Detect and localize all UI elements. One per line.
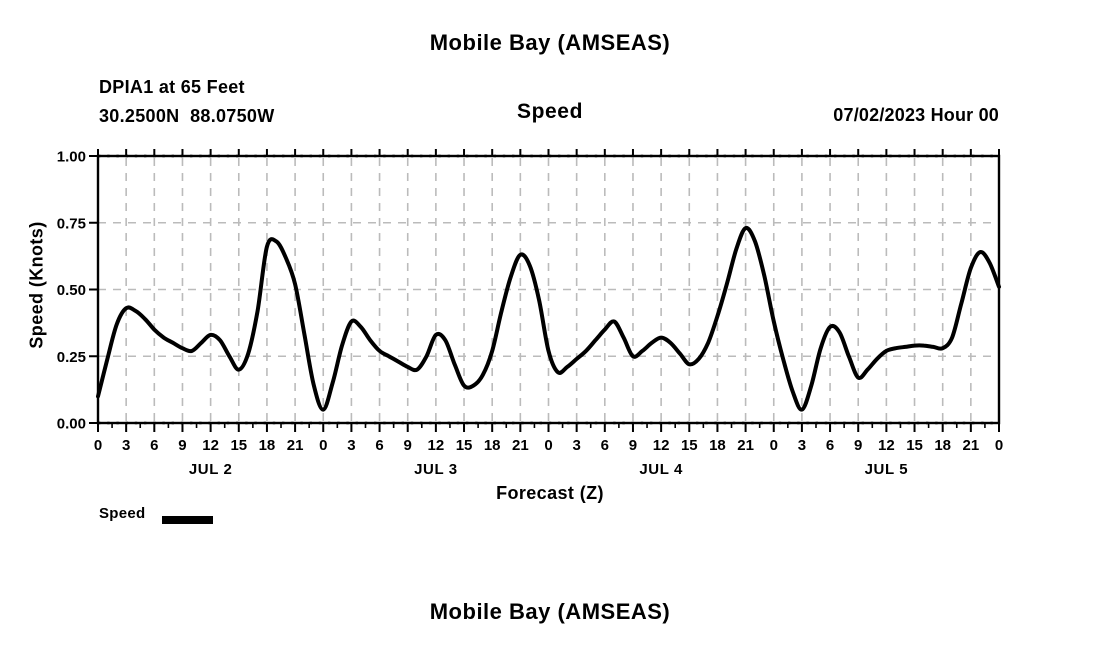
- svg-text:12: 12: [878, 437, 895, 454]
- svg-text:9: 9: [854, 437, 862, 454]
- svg-text:0.00: 0.00: [57, 416, 86, 433]
- svg-text:15: 15: [681, 437, 698, 454]
- legend-line-swatch: [162, 516, 213, 524]
- svg-text:JUL 3: JUL 3: [414, 461, 458, 478]
- svg-text:12: 12: [653, 437, 670, 454]
- svg-text:6: 6: [601, 437, 609, 454]
- day-labels: JUL 2 JUL 3 JUL 4 JUL 5: [189, 461, 908, 478]
- axis-ticks: [89, 149, 1000, 432]
- speed-curve: [96, 225, 1001, 412]
- svg-text:0: 0: [995, 437, 1003, 454]
- model-run-datetime: 07/02/2023 Hour 00: [833, 105, 999, 125]
- svg-text:JUL 5: JUL 5: [865, 461, 909, 478]
- svg-text:0: 0: [319, 437, 327, 454]
- svg-text:12: 12: [428, 437, 445, 454]
- vertical-gridlines: [125, 158, 972, 423]
- horizontal-gridlines: [98, 221, 999, 358]
- svg-text:9: 9: [178, 437, 186, 454]
- svg-text:3: 3: [798, 437, 806, 454]
- svg-text:6: 6: [375, 437, 383, 454]
- x-axis-title: Forecast (Z): [496, 483, 604, 503]
- svg-text:0: 0: [770, 437, 778, 454]
- svg-text:18: 18: [484, 437, 501, 454]
- svg-text:21: 21: [963, 437, 980, 454]
- svg-text:12: 12: [202, 437, 219, 454]
- svg-text:3: 3: [572, 437, 580, 454]
- next-chart-title: Mobile Bay (AMSEAS): [429, 599, 671, 624]
- svg-text:0: 0: [544, 437, 552, 454]
- station-label: DPIA1 at 65 Feet: [99, 77, 245, 97]
- svg-text:3: 3: [122, 437, 130, 454]
- svg-text:6: 6: [826, 437, 834, 454]
- svg-text:21: 21: [512, 437, 529, 454]
- legend-label: Speed: [99, 505, 146, 522]
- svg-text:JUL 4: JUL 4: [639, 461, 683, 478]
- variable-title: Speed: [516, 100, 584, 123]
- svg-text:18: 18: [709, 437, 726, 454]
- svg-text:0.75: 0.75: [57, 215, 86, 232]
- svg-text:21: 21: [287, 437, 304, 454]
- svg-text:15: 15: [456, 437, 473, 454]
- svg-text:18: 18: [259, 437, 276, 454]
- svg-text:1.00: 1.00: [57, 149, 86, 166]
- svg-text:0.25: 0.25: [57, 349, 86, 366]
- y-tick-labels: 0.00 0.25 0.50 0.75 1.00: [57, 149, 86, 433]
- svg-text:9: 9: [629, 437, 637, 454]
- svg-text:6: 6: [150, 437, 158, 454]
- svg-text:18: 18: [934, 437, 951, 454]
- svg-text:21: 21: [737, 437, 754, 454]
- x-tick-labels: 0 3 6 9 12 15 18 21 0 3 6 9 12 15 18 21 0 3 6 9 12 15 18 21 0 3 6 9…: [94, 437, 1003, 454]
- station-coordinates: 30.2500N 88.0750W: [99, 106, 275, 126]
- svg-text:3: 3: [347, 437, 355, 454]
- page-title: Mobile Bay (AMSEAS): [429, 30, 671, 55]
- svg-text:15: 15: [906, 437, 923, 454]
- svg-text:0.50: 0.50: [57, 282, 86, 299]
- svg-text:JUL 2: JUL 2: [189, 461, 233, 478]
- svg-text:0: 0: [94, 437, 102, 454]
- svg-text:9: 9: [404, 437, 412, 454]
- svg-text:15: 15: [230, 437, 247, 454]
